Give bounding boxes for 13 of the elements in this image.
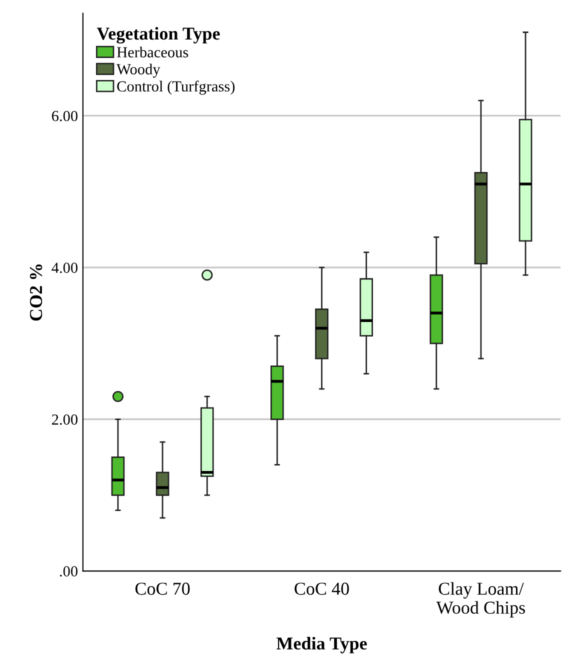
legend-title: Vegetation Type xyxy=(96,27,220,44)
legend-label: Woody xyxy=(116,64,160,78)
x-axis-title: Media Type xyxy=(276,636,367,654)
x-tick-label: CoC 70 xyxy=(135,582,190,595)
y-tick-label: 2.00 xyxy=(52,414,78,425)
legend-label: Control (Turfgrass) xyxy=(117,80,235,95)
y-tick-label: 6.00 xyxy=(52,110,78,122)
legend-label: Herbaceous xyxy=(116,46,188,58)
y-tick-label: .00 xyxy=(60,566,78,577)
x-tick-label: CoC 40 xyxy=(294,582,349,595)
x-tick-label: Clay Loam/ Wood Chips xyxy=(436,582,525,618)
y-axis-title: CO2 % xyxy=(30,264,42,321)
y-tick-label: 4.00 xyxy=(52,262,78,274)
